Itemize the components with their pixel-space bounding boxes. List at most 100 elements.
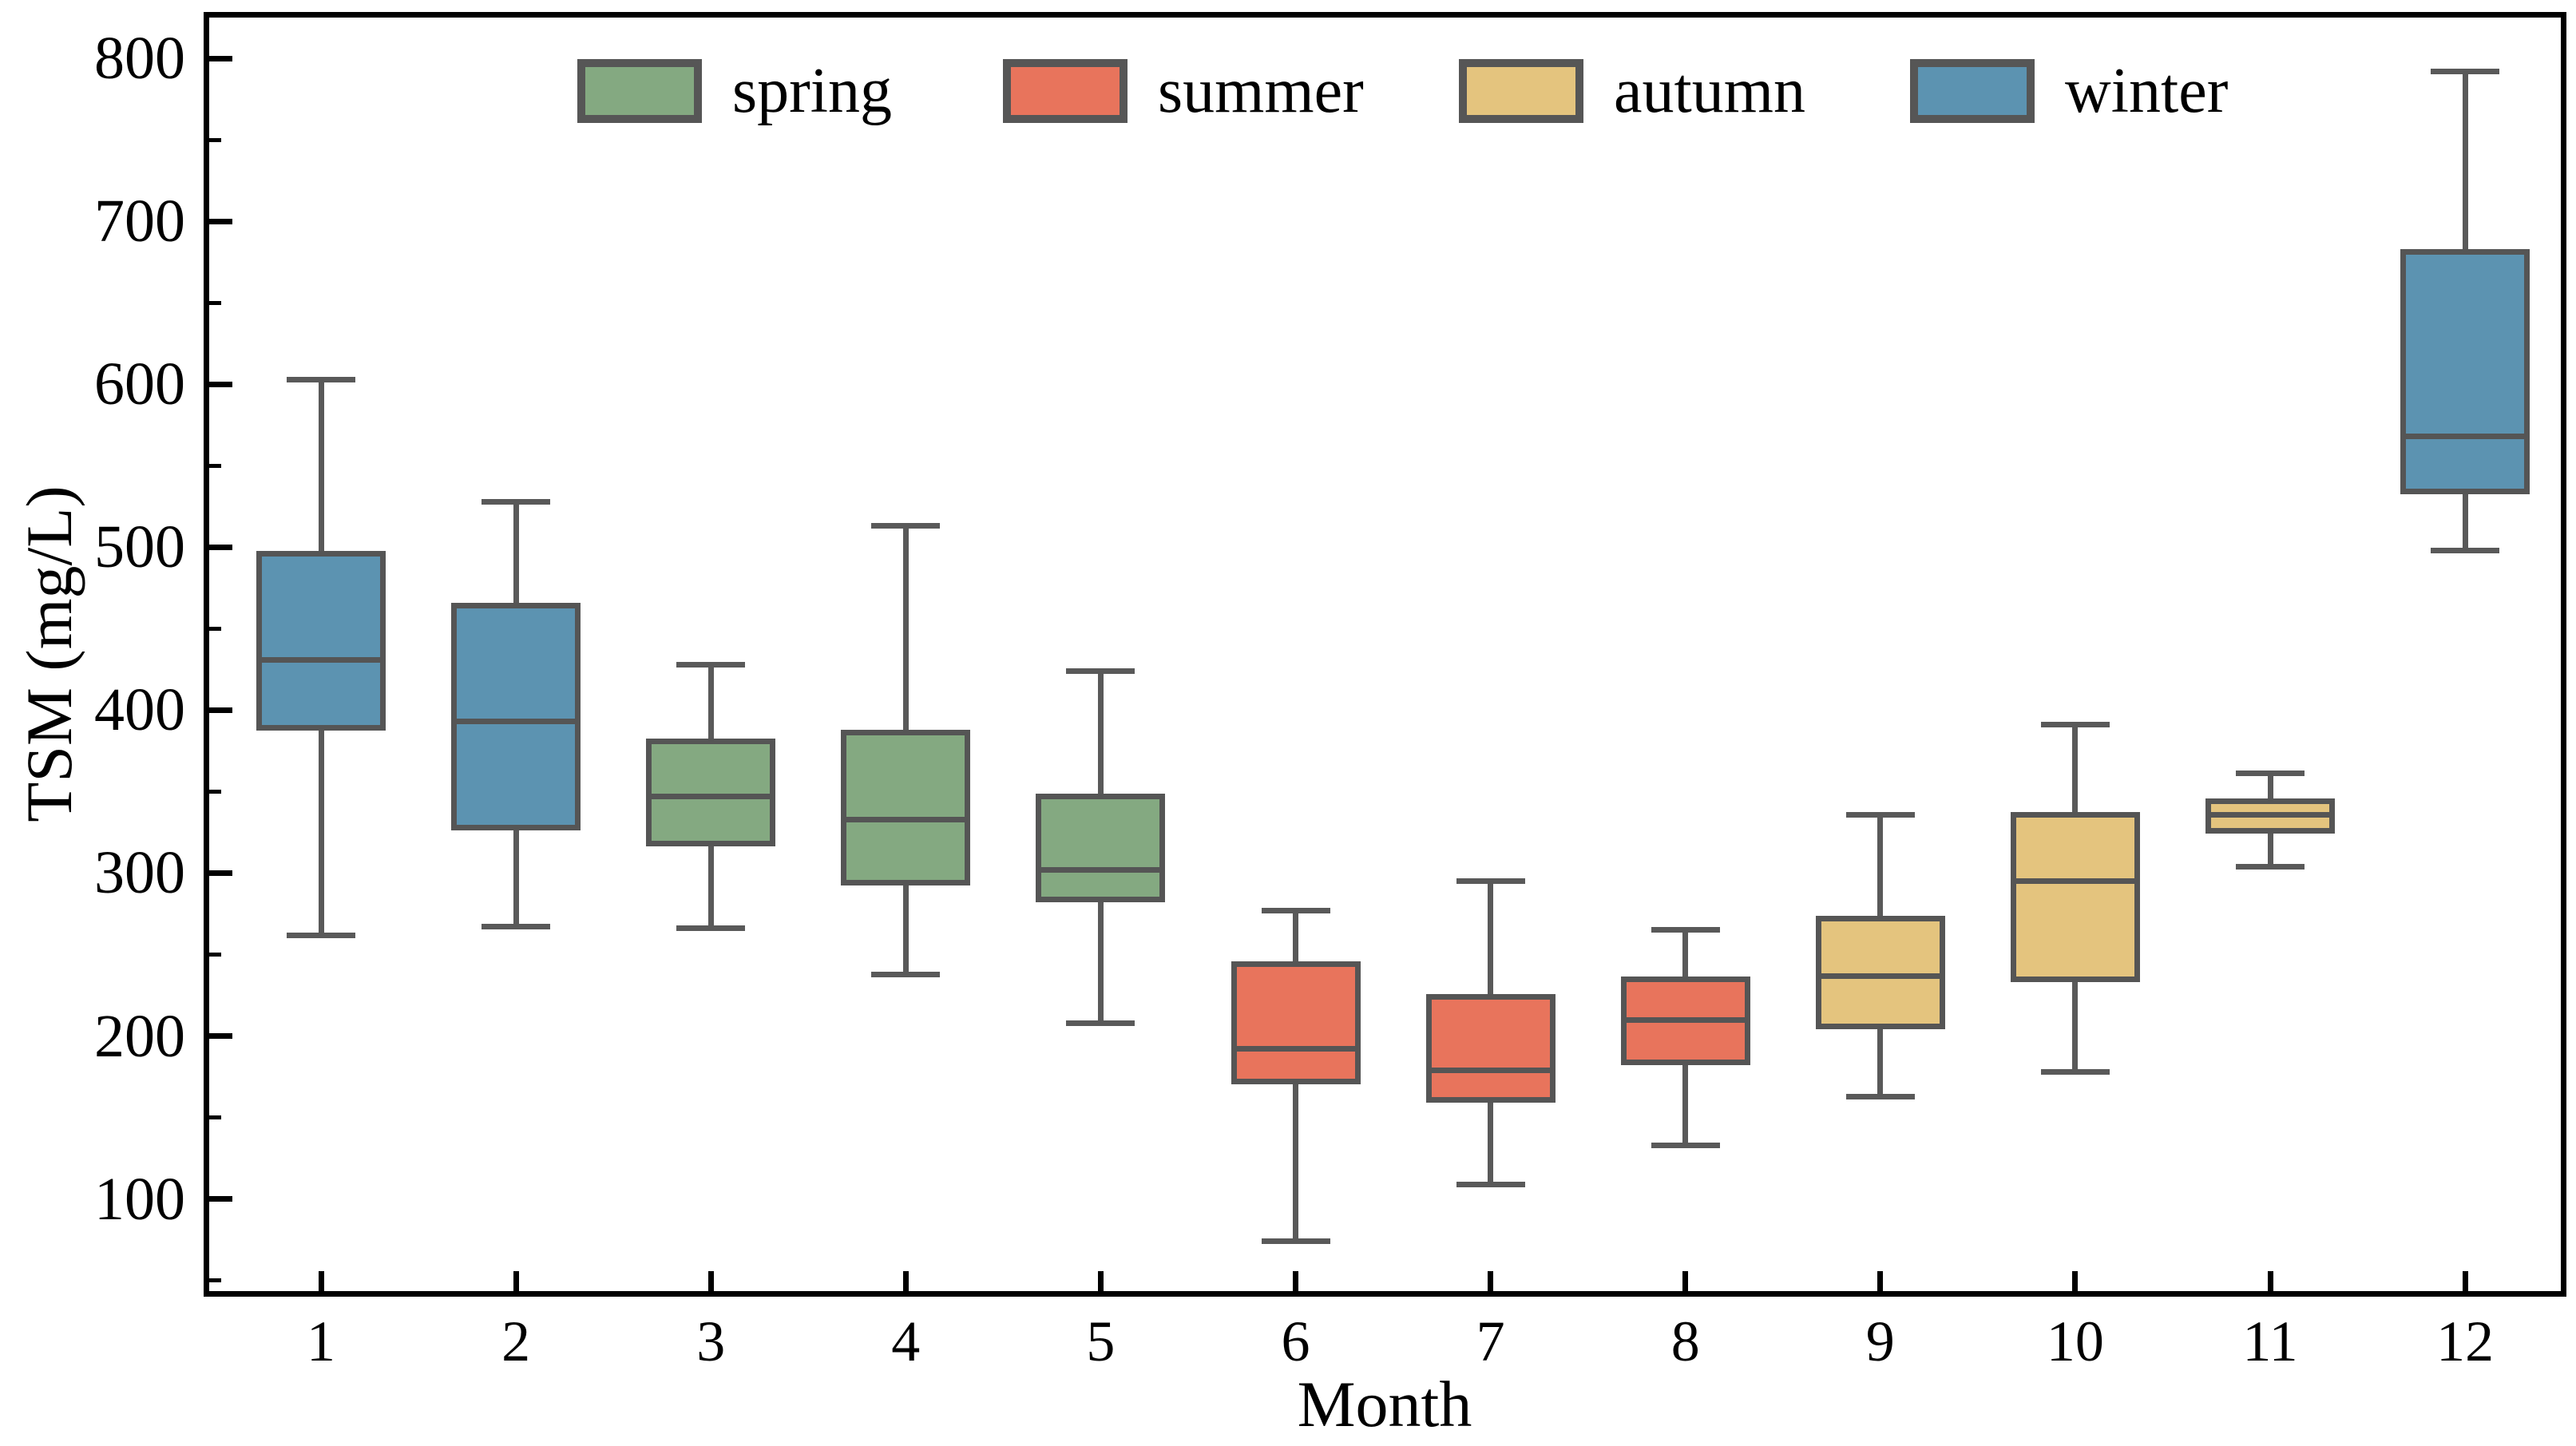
x-axis-major-tick (2072, 1271, 2079, 1291)
upper-whisker-cap (1651, 927, 1720, 933)
lower-whisker (1097, 899, 1104, 1024)
legend-item-spring: spring (577, 59, 892, 123)
legend-label: autumn (1614, 56, 1805, 126)
upper-whisker (1293, 910, 1298, 965)
iqr-box (1231, 961, 1361, 1085)
lower-whisker-cap (1845, 1093, 1915, 1099)
y-axis-minor-tick (208, 137, 221, 142)
x-axis-tick-label: 8 (1670, 1309, 1700, 1373)
upper-whisker (318, 379, 324, 554)
y-axis-major-tick (208, 55, 232, 61)
legend-swatch-summer (1003, 59, 1127, 123)
y-axis-minor-tick (208, 953, 221, 957)
lower-whisker-cap (1651, 1142, 1720, 1148)
lower-whisker (1877, 1026, 1884, 1097)
upper-whisker-cap (1845, 811, 1915, 818)
iqr-box (841, 730, 971, 886)
legend-swatch-autumn (1459, 59, 1583, 123)
legend-label: spring (732, 56, 892, 126)
iqr-box (1036, 794, 1166, 902)
iqr-box (2400, 249, 2530, 495)
y-axis-minor-tick (208, 1115, 221, 1120)
y-axis-minor-tick (208, 626, 221, 631)
x-axis-tick-label: 7 (1476, 1309, 1505, 1373)
median-line (1041, 866, 1160, 873)
upper-whisker-cap (2431, 68, 2500, 74)
legend-item-autumn: autumn (1459, 59, 1805, 123)
lower-whisker (1682, 1062, 1689, 1146)
y-axis-minor-tick (208, 1278, 221, 1283)
x-axis-tick-label: 9 (1865, 1309, 1895, 1373)
x-axis-tick-label: 5 (1086, 1309, 1116, 1373)
legend-label: summer (1158, 56, 1364, 126)
lower-whisker-cap (482, 924, 551, 930)
upper-whisker-cap (1261, 907, 1330, 913)
y-axis-major-tick (208, 1033, 232, 1040)
x-axis-tick-label: 2 (501, 1309, 531, 1373)
lower-whisker-cap (287, 932, 355, 938)
legend-label: winter (2065, 56, 2229, 126)
lower-whisker-cap (2236, 863, 2305, 870)
iqr-box (646, 738, 776, 847)
x-axis-title: Month (1297, 1368, 1472, 1440)
upper-whisker (1488, 881, 1494, 997)
lower-whisker (2267, 830, 2273, 867)
x-axis-major-tick (1488, 1271, 1494, 1291)
upper-whisker (707, 664, 714, 742)
lower-whisker-cap (2040, 1068, 2110, 1075)
upper-whisker-cap (676, 661, 746, 668)
median-line (2015, 878, 2134, 885)
median-line (2211, 811, 2329, 818)
upper-whisker (902, 525, 909, 733)
lower-whisker-cap (1261, 1238, 1330, 1245)
x-axis-tick-label: 6 (1281, 1309, 1310, 1373)
y-axis-minor-tick (208, 300, 221, 305)
x-axis-major-tick (2267, 1271, 2273, 1291)
upper-whisker (513, 501, 519, 606)
median-line (652, 794, 771, 800)
upper-whisker (1682, 929, 1689, 980)
iqr-box (2010, 811, 2140, 982)
legend-item-summer: summer (1003, 59, 1364, 123)
upper-whisker-cap (871, 523, 941, 529)
x-axis-tick-label: 4 (891, 1309, 921, 1373)
x-axis-major-tick (1877, 1271, 1884, 1291)
y-axis-major-tick (208, 707, 232, 713)
iqr-box (1425, 994, 1556, 1103)
y-axis-major-tick (208, 1196, 232, 1202)
x-axis-major-tick (513, 1271, 519, 1291)
y-axis-major-tick (208, 870, 232, 876)
x-axis-tick-label: 1 (307, 1309, 335, 1373)
median-line (1236, 1046, 1355, 1052)
x-axis-tick-label: 11 (2242, 1309, 2298, 1373)
x-axis-major-tick (707, 1271, 714, 1291)
upper-whisker-cap (482, 498, 551, 505)
x-axis-tick-label: 12 (2436, 1309, 2495, 1373)
upper-whisker (1097, 671, 1104, 797)
median-line (262, 656, 380, 663)
upper-whisker (1877, 814, 1884, 919)
median-line (457, 719, 576, 725)
upper-whisker-cap (287, 376, 355, 382)
lower-whisker (318, 727, 324, 936)
y-axis-major-tick (208, 544, 232, 550)
median-line (1626, 1016, 1745, 1023)
median-line (846, 816, 965, 822)
y-axis-minor-tick (208, 463, 221, 468)
x-axis-major-tick (1682, 1271, 1689, 1291)
y-axis-tick-label: 800 (94, 25, 185, 93)
lower-whisker-cap (676, 925, 746, 932)
plot-frame (203, 11, 2566, 1297)
lower-whisker (2072, 979, 2079, 1072)
y-axis-tick-label: 700 (94, 188, 185, 256)
y-axis-tick-label: 400 (94, 676, 185, 744)
y-axis-major-tick (208, 381, 232, 387)
upper-whisker-cap (1066, 668, 1135, 674)
y-axis-tick-label: 300 (94, 839, 185, 907)
iqr-box (1815, 916, 1945, 1029)
upper-whisker-cap (1456, 878, 1525, 885)
lower-whisker-cap (2431, 547, 2500, 553)
x-axis-major-tick (2462, 1271, 2468, 1291)
x-axis-tick-label: 3 (696, 1309, 726, 1373)
